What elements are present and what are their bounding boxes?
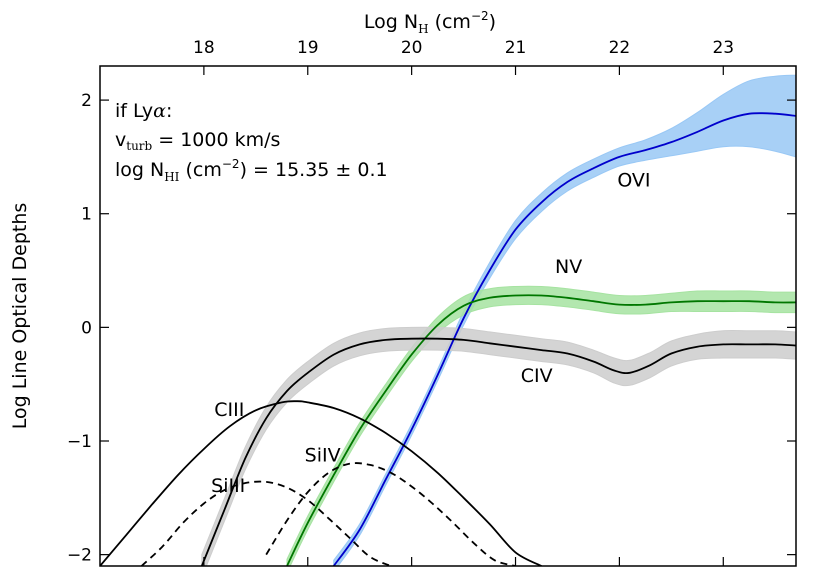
annotation-block: if Lyα: vturb = 1000 km/s log NHI (cm−2)… bbox=[115, 100, 388, 184]
annotation-log-sub: HI bbox=[164, 170, 179, 184]
series-label-ovi: OVI bbox=[617, 169, 650, 191]
plot-frame bbox=[99, 65, 797, 567]
series-line-nv bbox=[286, 294, 796, 566]
x-axis-label-main: Log N bbox=[364, 11, 418, 33]
band-ovi bbox=[333, 74, 796, 566]
series-label-civ: CIV bbox=[521, 365, 553, 387]
series-label-nv: NV bbox=[555, 256, 582, 278]
annotation-line-3: log NHI (cm−2) = 15.35 ± 0.1 bbox=[115, 157, 388, 184]
x-tick-label-23: 23 bbox=[712, 38, 734, 58]
x-axis-label-unit-sup: −2 bbox=[471, 9, 489, 23]
y-tick-label--2: −2 bbox=[67, 546, 92, 566]
series-line-siiii bbox=[140, 480, 392, 566]
band-civ bbox=[201, 326, 796, 566]
x-tick-label-19: 19 bbox=[297, 38, 319, 58]
y-tick-label-2: 2 bbox=[81, 91, 92, 111]
y-tick-label-1: 1 bbox=[81, 205, 92, 225]
annotation-v-rest: = 1000 km/s bbox=[152, 129, 280, 151]
y-tick-label-0: 0 bbox=[81, 318, 92, 338]
annotation-log: log N bbox=[115, 159, 164, 181]
x-axis-label-close: ) bbox=[489, 11, 496, 33]
series-line-ciii bbox=[100, 400, 542, 566]
series-labels: OVI NV CIV CIII SiIV SiIII bbox=[211, 169, 650, 497]
annotation-log-rest: ) = 15.35 ± 0.1 bbox=[240, 159, 388, 181]
annotation-line-1: if Lyα: bbox=[115, 100, 172, 122]
series-line-siiv bbox=[265, 462, 516, 566]
x-tick-label-18: 18 bbox=[193, 38, 215, 58]
uncertainty-bands bbox=[201, 74, 796, 566]
annotation-line-2: vturb = 1000 km/s bbox=[115, 129, 280, 153]
plot-area bbox=[100, 74, 796, 566]
x-tick-label-20: 20 bbox=[401, 38, 423, 58]
x-tick-label-22: 22 bbox=[609, 38, 631, 58]
annotation-line-1-prefix: if Ly bbox=[115, 100, 153, 122]
annotation-log-sup: −2 bbox=[222, 157, 240, 171]
y-tick-label--1: −1 bbox=[67, 432, 92, 452]
x-axis-label: Log NH (cm−2) bbox=[364, 9, 496, 36]
series-label-siiv: SiIV bbox=[305, 444, 341, 466]
annotation-v: v bbox=[115, 129, 126, 151]
x-tick-label-21: 21 bbox=[505, 38, 527, 58]
y-axis-label: Log Line Optical Depths bbox=[9, 203, 31, 430]
series-line-civ bbox=[200, 337, 796, 566]
annotation-log-unit: (cm bbox=[179, 159, 221, 181]
annotation-alpha: α bbox=[153, 100, 166, 122]
series-label-siiii: SiIII bbox=[211, 475, 245, 497]
band-nv bbox=[286, 285, 796, 566]
series-line-ovi bbox=[332, 112, 796, 566]
axis-ticks: 18 19 20 21 22 23 −2 −1 0 1 2 bbox=[67, 38, 796, 566]
x-axis-label-unit: (cm bbox=[435, 11, 471, 33]
series-label-ciii: CIII bbox=[214, 399, 244, 421]
annotation-v-sub: turb bbox=[126, 139, 152, 153]
series-lines bbox=[100, 112, 796, 566]
x-axis-label-sub: H bbox=[418, 22, 428, 36]
annotation-line-1-suffix: : bbox=[166, 100, 172, 122]
